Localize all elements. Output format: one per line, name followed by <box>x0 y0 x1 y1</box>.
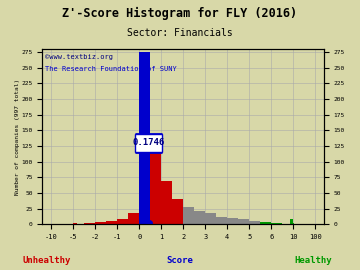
Bar <box>84 223 88 224</box>
Bar <box>172 199 183 224</box>
Text: Z'-Score Histogram for FLY (2016): Z'-Score Histogram for FLY (2016) <box>62 7 298 20</box>
Bar <box>291 220 293 224</box>
Bar <box>95 222 106 224</box>
Bar <box>150 149 161 224</box>
Bar <box>194 211 205 224</box>
Text: Healthy: Healthy <box>294 256 332 265</box>
Bar <box>260 222 271 224</box>
Text: 0.1746: 0.1746 <box>132 138 165 147</box>
Y-axis label: Number of companies (997 total): Number of companies (997 total) <box>15 79 20 195</box>
Text: ©www.textbiz.org: ©www.textbiz.org <box>45 54 113 60</box>
FancyBboxPatch shape <box>135 134 162 152</box>
Text: The Research Foundation of SUNY: The Research Foundation of SUNY <box>45 66 177 72</box>
Bar <box>91 222 95 224</box>
Bar <box>227 218 238 224</box>
Bar <box>128 213 139 224</box>
Text: Score: Score <box>167 256 193 265</box>
Bar <box>73 223 77 224</box>
Bar <box>277 223 279 224</box>
Bar <box>249 221 260 224</box>
Bar <box>271 222 274 224</box>
Bar <box>117 220 128 224</box>
Bar <box>279 223 282 224</box>
Bar <box>205 213 216 224</box>
Bar <box>106 221 117 224</box>
Text: Unhealthy: Unhealthy <box>23 256 71 265</box>
Bar <box>216 217 227 224</box>
Text: Sector: Financials: Sector: Financials <box>127 28 233 38</box>
Bar <box>274 223 277 224</box>
Bar <box>88 223 91 224</box>
Bar <box>161 181 172 224</box>
Bar <box>238 220 249 224</box>
Bar <box>139 52 150 224</box>
Bar <box>183 207 194 224</box>
